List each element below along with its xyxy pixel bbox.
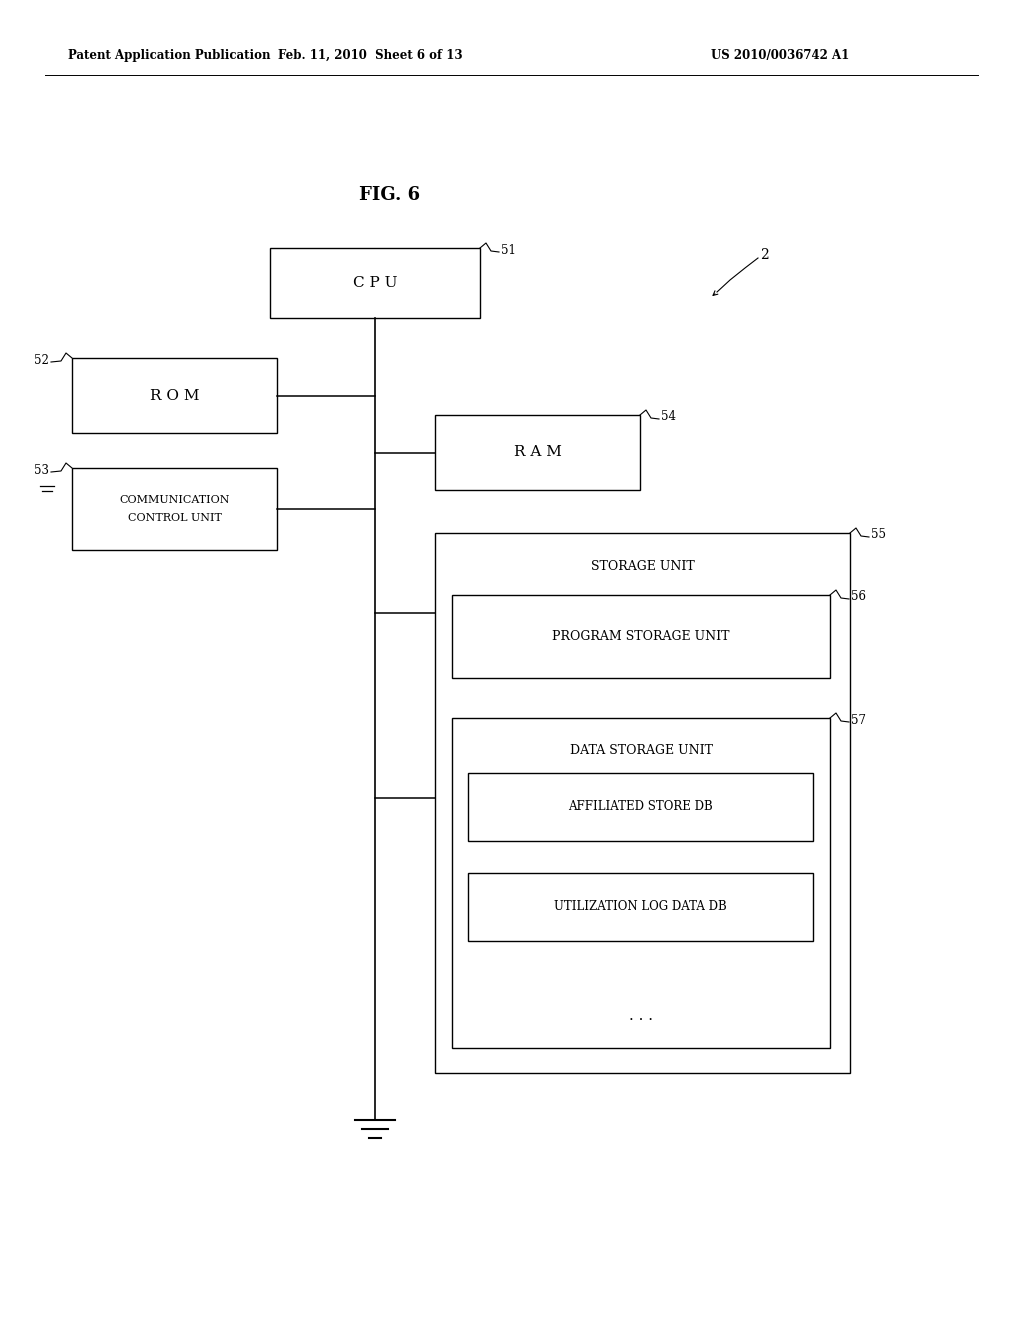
Text: FIG. 6: FIG. 6 [359, 186, 421, 205]
FancyBboxPatch shape [72, 469, 278, 550]
Text: 54: 54 [662, 411, 676, 424]
Text: 57: 57 [851, 714, 866, 726]
Text: PROGRAM STORAGE UNIT: PROGRAM STORAGE UNIT [552, 630, 730, 643]
Text: US 2010/0036742 A1: US 2010/0036742 A1 [711, 49, 849, 62]
Text: DATA STORAGE UNIT: DATA STORAGE UNIT [569, 743, 713, 756]
FancyBboxPatch shape [435, 533, 850, 1073]
Text: COMMUNICATION: COMMUNICATION [119, 495, 229, 506]
Text: 52: 52 [34, 354, 49, 367]
FancyBboxPatch shape [468, 774, 813, 841]
Text: C P U: C P U [352, 276, 397, 290]
Text: R A M: R A M [514, 446, 561, 459]
FancyBboxPatch shape [468, 873, 813, 941]
FancyBboxPatch shape [72, 358, 278, 433]
FancyBboxPatch shape [435, 414, 640, 490]
Text: CONTROL UNIT: CONTROL UNIT [128, 513, 221, 523]
Text: Feb. 11, 2010  Sheet 6 of 13: Feb. 11, 2010 Sheet 6 of 13 [278, 49, 462, 62]
Text: AFFILIATED STORE DB: AFFILIATED STORE DB [568, 800, 713, 813]
Text: 55: 55 [871, 528, 886, 541]
FancyBboxPatch shape [452, 595, 830, 678]
Text: 51: 51 [501, 243, 516, 256]
FancyBboxPatch shape [452, 718, 830, 1048]
Text: UTILIZATION LOG DATA DB: UTILIZATION LOG DATA DB [554, 900, 727, 913]
Text: 56: 56 [851, 590, 866, 603]
Text: 2: 2 [760, 248, 769, 261]
Text: R O M: R O M [150, 388, 200, 403]
Text: 53: 53 [34, 463, 49, 477]
Text: STORAGE UNIT: STORAGE UNIT [591, 560, 694, 573]
Text: Patent Application Publication: Patent Application Publication [68, 49, 270, 62]
FancyBboxPatch shape [270, 248, 480, 318]
Text: . . .: . . . [629, 1008, 653, 1023]
